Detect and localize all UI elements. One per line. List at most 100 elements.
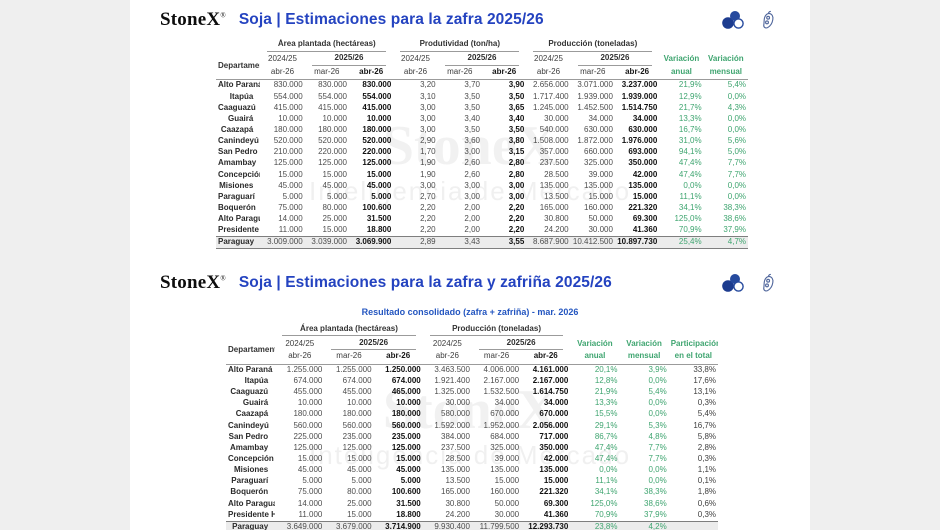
- department-header: Departamento: [226, 337, 276, 365]
- value-cell: 47,4%: [594, 442, 618, 452]
- value-cell: 8.687.900: [526, 236, 571, 250]
- value-cell: 830.000: [318, 80, 347, 90]
- value-cell: 0,0%: [648, 376, 667, 385]
- value-cell: 3,50: [464, 124, 480, 134]
- value-cell: 160.000: [490, 487, 520, 497]
- value-cell: 0,0%: [727, 191, 746, 201]
- spacer-cell: [216, 39, 260, 53]
- value-cell: 70,9%: [678, 225, 702, 235]
- value-cell: 2.056.000: [532, 420, 569, 430]
- value-cell: 3.714.900: [373, 520, 423, 530]
- productivity-group-header: Produtividad (ton/ha): [393, 39, 526, 53]
- value-cell: 0,3%: [697, 453, 716, 463]
- value-cell: 125.000: [391, 442, 421, 452]
- value-cell: 11.799.500: [471, 520, 522, 530]
- value-cell: 3.679.000: [324, 520, 374, 530]
- total-row: Paraguay 3.009.000 3.039.000 3.069.900 2,89 3…: [216, 236, 748, 250]
- value-cell: 210.000: [273, 147, 303, 157]
- value-cell: 14.000: [278, 214, 303, 224]
- value-cell: 830.000: [273, 80, 303, 90]
- value-cell: 693.000: [628, 147, 658, 157]
- value-cell: 560.000: [342, 420, 372, 430]
- value-cell: 3,50: [464, 91, 480, 101]
- value-cell: 674.000: [391, 376, 421, 385]
- value-cell: 3,40: [508, 113, 525, 123]
- value-cell: 34.000: [588, 113, 613, 123]
- table-row: Misiones 45.000 45.000 45.000 3,00 3,00 3,00 13…: [216, 181, 748, 192]
- value-cell: 4.161.000: [532, 364, 569, 374]
- registered-mark: ®: [220, 11, 226, 20]
- department-cell: Paraguarí: [231, 476, 269, 486]
- value-cell: 12,8%: [594, 376, 618, 385]
- value-cell: 0,3%: [697, 509, 716, 519]
- month-header: mar-26: [437, 66, 482, 81]
- season-prev-header: 2024/25: [401, 54, 430, 64]
- value-cell: 47,4%: [678, 158, 702, 168]
- soybean-pod-icon: [763, 10, 774, 28]
- value-cell: 0,0%: [648, 398, 667, 408]
- value-cell: 34.000: [494, 398, 520, 408]
- value-cell: 2,00: [464, 202, 480, 212]
- department-cell: Itapúa: [229, 91, 254, 101]
- stonex-logo: StoneX®: [160, 272, 226, 294]
- season-curr-header: 2025/26: [438, 53, 527, 67]
- value-cell: 560.000: [391, 420, 421, 430]
- value-cell: 670.000: [539, 409, 569, 419]
- value-cell: 34.000: [632, 113, 658, 123]
- value-cell: 4,3%: [727, 102, 746, 112]
- value-cell: 31.500: [396, 498, 421, 508]
- department-cell: Caaguazú: [230, 387, 269, 397]
- value-cell: 630.000: [628, 124, 658, 134]
- value-cell: 125,0%: [590, 498, 618, 508]
- value-cell: 520.000: [362, 136, 392, 146]
- value-cell: 5.000: [400, 476, 421, 486]
- value-cell: 3,65: [508, 102, 525, 112]
- value-cell: 24.200: [544, 225, 569, 235]
- value-cell: 3.069.900: [348, 236, 394, 250]
- total-row: Paraguay 3.649.000 3.679.000 3.714.900 9.930…: [226, 520, 718, 530]
- value-cell: 0,0%: [727, 124, 746, 134]
- value-cell: 31.500: [366, 214, 392, 224]
- header-icons: [721, 10, 776, 31]
- value-cell: 25,4%: [659, 236, 704, 250]
- value-cell: 13.500: [445, 476, 470, 486]
- value-cell: 45.000: [278, 180, 303, 190]
- season-curr-header: 2025/26: [571, 53, 660, 67]
- zafra-table-body: Alto Paraná 830.000 830.000 830.000 3,20 3,70…: [216, 80, 748, 250]
- value-cell: 3,20: [420, 80, 436, 90]
- table-row: Guairá 10.000 10.000 10.000 3,00 3,40 3,40 30.0…: [216, 114, 748, 125]
- table-row: Presidente Hayes 11.000 15.000 18.800 2,20 2,…: [216, 225, 748, 237]
- value-cell: 15.000: [396, 453, 421, 463]
- table-row: Caazapá 180.000 180.000 180.000 580.000 670.0…: [226, 409, 718, 420]
- value-cell: 3.463.500: [434, 364, 470, 374]
- value-cell: 4.006.000: [483, 364, 520, 374]
- department-cell: San Pedro: [228, 431, 269, 441]
- value-cell: 10.412.500: [570, 236, 615, 250]
- value-cell: 5,8%: [697, 431, 716, 441]
- value-cell: 2.656.000: [533, 80, 569, 90]
- value-cell: 2.167.000: [483, 376, 520, 385]
- value-cell: 28.500: [445, 453, 470, 463]
- season-curr-header: 2025/26: [324, 338, 422, 352]
- table-row: Canindeyú 560.000 560.000 560.000 1.592.000 1…: [226, 420, 718, 431]
- table-row: Presidente Hayes 11.000 15.000 18.800 24.200…: [226, 510, 718, 522]
- value-cell: 9.930.400: [422, 520, 472, 530]
- value-cell: 684.000: [490, 431, 520, 441]
- soybean-cluster-icon: [722, 11, 744, 29]
- table-row: Itapúa 554.000 554.000 554.000 3,10 3,50 3,50 1…: [216, 91, 748, 102]
- variation-annual-header: anual: [659, 66, 704, 81]
- value-cell: 554.000: [318, 91, 347, 101]
- value-cell: 1.952.000: [483, 420, 520, 430]
- value-cell: 31,0%: [678, 136, 702, 146]
- value-cell: 165.000: [539, 202, 569, 212]
- value-cell: 42.000: [543, 453, 569, 463]
- value-cell: 3,00: [508, 180, 525, 190]
- value-cell: 5,4%: [697, 409, 716, 419]
- value-cell: 1.245.000: [533, 102, 569, 112]
- value-cell: 3,00: [464, 180, 480, 190]
- month-header: mar-26: [570, 66, 615, 81]
- value-cell: 2,60: [464, 158, 480, 168]
- value-cell: 2,89: [393, 236, 438, 250]
- consolidated-subtitle: Resultado consolidado (zafra + zafriña) …: [361, 307, 579, 318]
- value-cell: 37,9%: [723, 225, 746, 235]
